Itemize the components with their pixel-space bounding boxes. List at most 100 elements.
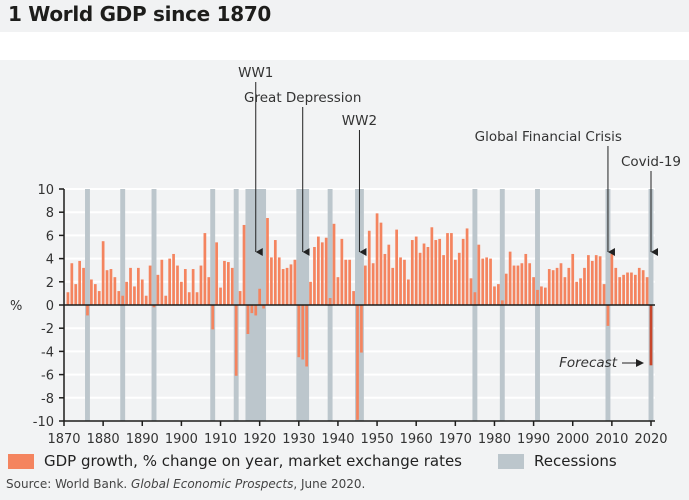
gdp-bar — [121, 295, 125, 305]
gdp-bar — [422, 243, 426, 305]
gdp-bar — [215, 242, 218, 305]
gdp-bar — [622, 274, 625, 305]
x-tick-label: 1990 — [517, 432, 550, 447]
gdp-bar — [598, 256, 602, 305]
chart-title: 1 World GDP since 1870 — [8, 2, 272, 26]
gdp-bar — [426, 247, 430, 305]
gdp-bar — [258, 288, 262, 305]
gdp-bar — [461, 238, 465, 305]
gdp-bar — [246, 305, 250, 334]
gdp-bar — [219, 287, 222, 305]
gdp-bar — [356, 305, 359, 420]
legend-swatch-recessions — [498, 453, 524, 469]
gdp-bar — [93, 284, 97, 305]
gdp-bar — [74, 284, 78, 305]
gdp-bar — [211, 305, 215, 330]
gdp-bar — [477, 244, 481, 305]
gdp-bar — [528, 263, 532, 305]
gdp-bar — [191, 269, 195, 305]
gdp-bar — [536, 289, 539, 305]
annotation-label: WW2 — [342, 113, 377, 129]
gdp-bar — [289, 264, 293, 305]
gdp-bar — [379, 222, 383, 305]
gdp-bar — [168, 258, 172, 305]
gdp-bar — [446, 233, 449, 305]
gdp-bar — [199, 265, 203, 305]
source-publication: Global Economic Prospects — [131, 477, 294, 491]
gdp-bar — [332, 223, 336, 305]
gdp-bar — [407, 279, 410, 305]
y-axis-label: % — [10, 299, 22, 314]
gdp-bar — [508, 251, 512, 305]
gdp-bar — [645, 277, 649, 305]
gdp-bar — [336, 277, 340, 305]
gdp-bar — [610, 253, 614, 305]
gdp-bar — [485, 257, 488, 305]
gdp-bar — [70, 263, 74, 305]
gdp-bar — [262, 305, 265, 309]
gdp-bar — [637, 267, 641, 305]
gdp-bar — [547, 269, 551, 305]
gdp-bar — [626, 272, 629, 305]
gdp-bar — [520, 263, 524, 305]
gdp-bar — [156, 274, 160, 305]
gdp-bar — [450, 233, 453, 305]
gdp-bar — [113, 277, 117, 305]
gdp-bar — [540, 286, 543, 305]
gdp-bar — [140, 279, 144, 305]
x-tick-label: 1880 — [87, 432, 120, 447]
y-tick-label: -10 — [33, 415, 54, 430]
x-tick-label: 1870 — [47, 432, 80, 447]
gdp-bar — [575, 281, 579, 305]
x-tick-label: 1900 — [165, 432, 198, 447]
gdp-bar — [383, 253, 387, 305]
gdp-bar — [86, 305, 89, 316]
gdp-bar — [352, 291, 355, 305]
title-bar: 1 World GDP since 1870 — [0, 0, 689, 32]
source-note: Source: World Bank. Global Economic Pros… — [6, 477, 365, 491]
gdp-bar — [136, 267, 140, 305]
spacer — [0, 32, 689, 60]
gdp-bar — [242, 224, 246, 305]
gdp-bar — [281, 269, 285, 305]
y-tick-label: -2 — [41, 322, 54, 337]
gdp-bar — [66, 292, 70, 305]
source-prefix: Source: World Bank. — [6, 477, 132, 491]
gdp-bar — [207, 277, 211, 305]
gdp-bar — [90, 279, 93, 305]
gdp-bar — [504, 273, 508, 305]
y-tick-label: 6 — [46, 229, 54, 244]
gdp-bar — [367, 230, 371, 305]
x-tick-label: 1940 — [321, 432, 354, 447]
gdp-bar — [641, 270, 645, 305]
x-tick-label: 1950 — [361, 432, 394, 447]
gdp-bar — [387, 244, 391, 305]
gdp-bar — [117, 291, 121, 305]
gdp-bar — [414, 236, 418, 305]
gdp-bar — [82, 267, 85, 305]
x-tick-label: 1910 — [204, 432, 237, 447]
gdp-bar — [254, 305, 258, 316]
gdp-bar — [418, 252, 422, 305]
gdp-bar — [375, 213, 379, 305]
gdp-bar — [160, 259, 164, 305]
forecast-label: Forecast — [559, 355, 618, 371]
gdp-bar — [133, 286, 136, 305]
gdp-bar — [125, 281, 128, 305]
gdp-bar — [223, 260, 226, 305]
gdp-bar — [270, 257, 273, 305]
x-tick-label: 2010 — [595, 432, 628, 447]
x-tick-label: 2020 — [634, 432, 667, 447]
gdp-bar — [453, 259, 457, 305]
gdp-bar — [348, 259, 352, 305]
gdp-bar — [497, 284, 500, 305]
gdp-bar — [543, 287, 547, 305]
gdp-bar — [164, 295, 168, 305]
gdp-bar — [489, 258, 492, 305]
x-tick-label: 1980 — [478, 432, 511, 447]
gdp-bar — [395, 229, 398, 305]
y-tick-label: -6 — [41, 369, 54, 384]
gdp-bar — [360, 305, 363, 353]
x-tick-label: 1890 — [126, 432, 159, 447]
gdp-bar — [587, 255, 590, 305]
